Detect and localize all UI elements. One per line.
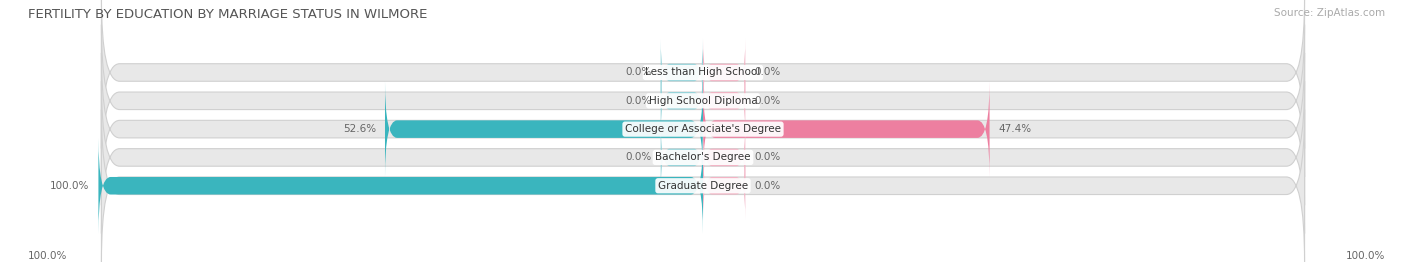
FancyBboxPatch shape — [703, 81, 990, 177]
FancyBboxPatch shape — [703, 152, 745, 220]
FancyBboxPatch shape — [385, 81, 703, 177]
FancyBboxPatch shape — [98, 138, 703, 233]
Text: High School Diploma: High School Diploma — [648, 96, 758, 106]
Text: Less than High School: Less than High School — [645, 68, 761, 77]
Text: 0.0%: 0.0% — [755, 96, 780, 106]
Text: 0.0%: 0.0% — [755, 68, 780, 77]
Text: 0.0%: 0.0% — [755, 153, 780, 162]
Text: 100.0%: 100.0% — [1346, 251, 1385, 261]
FancyBboxPatch shape — [101, 0, 1305, 149]
Text: FERTILITY BY EDUCATION BY MARRIAGE STATUS IN WILMORE: FERTILITY BY EDUCATION BY MARRIAGE STATU… — [28, 8, 427, 21]
Text: Bachelor's Degree: Bachelor's Degree — [655, 153, 751, 162]
FancyBboxPatch shape — [101, 109, 1305, 262]
FancyBboxPatch shape — [703, 39, 745, 106]
Text: 52.6%: 52.6% — [343, 124, 375, 134]
Text: 0.0%: 0.0% — [626, 68, 651, 77]
Text: 100.0%: 100.0% — [28, 251, 67, 261]
Text: Source: ZipAtlas.com: Source: ZipAtlas.com — [1274, 8, 1385, 18]
Text: 0.0%: 0.0% — [626, 153, 651, 162]
Text: 100.0%: 100.0% — [51, 181, 90, 191]
Text: 0.0%: 0.0% — [626, 96, 651, 106]
FancyBboxPatch shape — [101, 81, 1305, 233]
Text: 47.4%: 47.4% — [998, 124, 1032, 134]
FancyBboxPatch shape — [703, 124, 745, 191]
Text: 0.0%: 0.0% — [755, 181, 780, 191]
Text: College or Associate's Degree: College or Associate's Degree — [626, 124, 780, 134]
FancyBboxPatch shape — [661, 39, 703, 106]
FancyBboxPatch shape — [703, 67, 745, 134]
FancyBboxPatch shape — [661, 67, 703, 134]
FancyBboxPatch shape — [101, 53, 1305, 205]
FancyBboxPatch shape — [101, 25, 1305, 177]
Text: Graduate Degree: Graduate Degree — [658, 181, 748, 191]
FancyBboxPatch shape — [661, 124, 703, 191]
